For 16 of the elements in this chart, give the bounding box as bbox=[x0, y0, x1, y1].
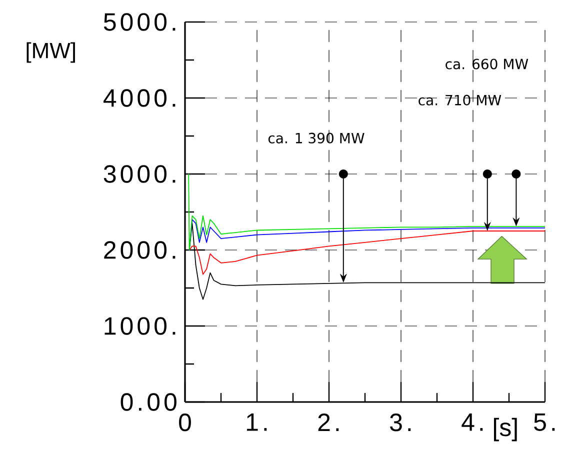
x-tick-label: 4. bbox=[462, 414, 483, 431]
x-tick-label: 3. bbox=[390, 414, 411, 432]
y-tick-label: 0.00 bbox=[120, 393, 176, 411]
x-axis-title: [s] bbox=[494, 418, 517, 442]
y-tick-label: 2000. bbox=[104, 241, 176, 259]
x-tick-label: 0 bbox=[179, 414, 191, 432]
y-tick-label: 4000. bbox=[103, 89, 176, 107]
x-tick-label: 1. bbox=[246, 414, 267, 431]
annotation: ca. 660 MW bbox=[446, 58, 528, 70]
x-tick-label: 5. bbox=[534, 414, 555, 431]
y-tick-label: 5000. bbox=[104, 13, 176, 31]
x-tick-label: 2. bbox=[318, 414, 339, 431]
y-tick-label: 1000. bbox=[104, 317, 176, 335]
annotation: ca. 710 MW bbox=[418, 94, 502, 106]
y-axis-title: [MW] bbox=[26, 42, 75, 63]
y-tick-label: 3000. bbox=[104, 165, 176, 183]
